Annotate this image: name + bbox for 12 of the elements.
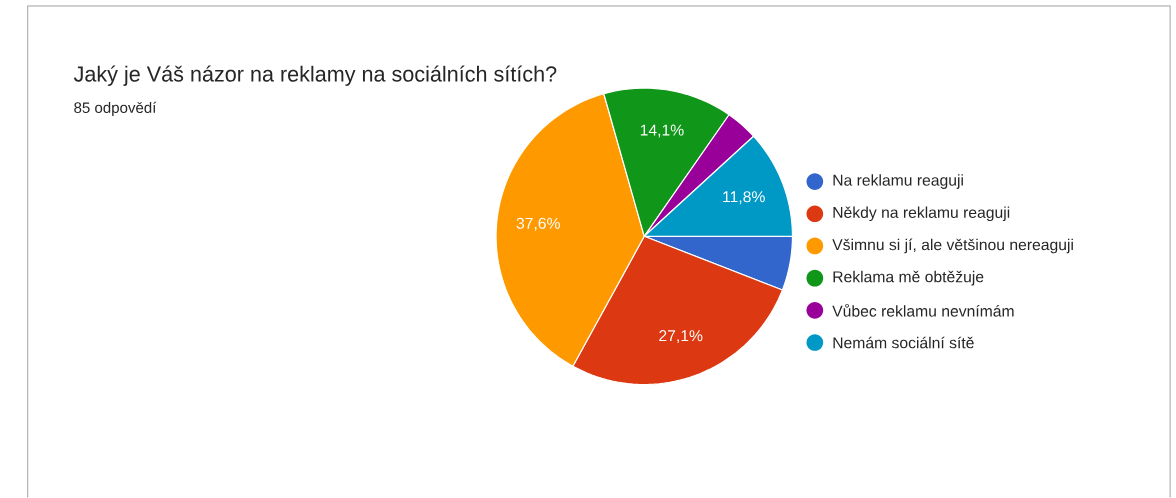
data-label: 14,1% (640, 124, 684, 138)
legend-label: Nemám sociální sítě (833, 336, 974, 349)
text: Jaký je Váš názor na reklamy na sociálních sítích? (73, 65, 557, 86)
legend-label: Reklama mě obtěžuje (833, 270, 984, 286)
legend-label: Vůbec reklamu nevnímám (832, 303, 1014, 317)
data-label: 37,6% (516, 217, 560, 231)
legend-label: Všimnu si jí, ale většinou nereaguji (832, 238, 1073, 254)
data-label: 27,1% (659, 330, 703, 344)
text: 85 odpovědí (74, 101, 157, 116)
legend-label: Na reklamu reaguji (833, 174, 963, 189)
legend-label: Někdy na reklamu reaguji (833, 206, 1010, 222)
data-label: 11,8% (723, 191, 765, 205)
